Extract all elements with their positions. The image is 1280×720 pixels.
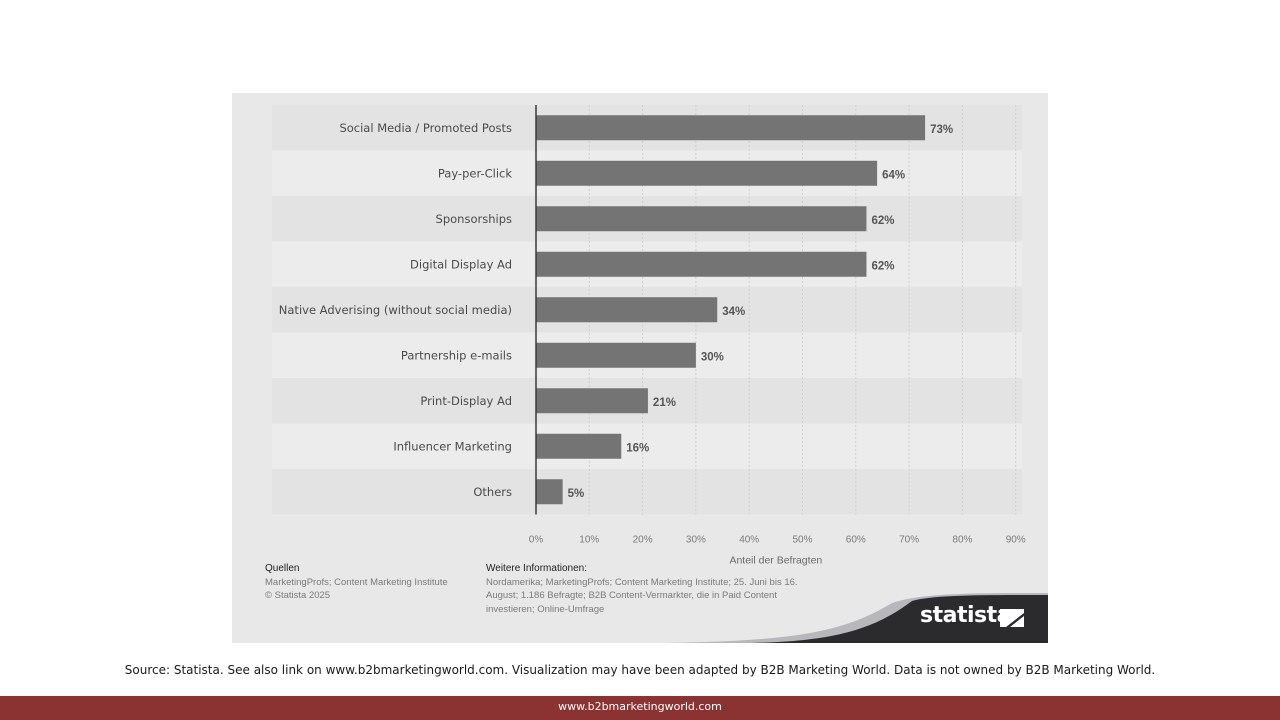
value-label: 16% (626, 442, 649, 454)
x-tick-label: 0% (529, 535, 544, 546)
bar (536, 297, 718, 323)
value-label: 34% (722, 306, 745, 318)
x-tick-label: 70% (899, 535, 919, 546)
value-label: 62% (871, 215, 894, 227)
sources-heading: Quellen (265, 563, 300, 574)
brand-band (662, 593, 1048, 643)
more-info-block: Weitere Informationen: Nordamerika; Mark… (486, 562, 816, 616)
sources-line-2: © Statista 2025 (265, 590, 331, 601)
category-label: Influencer Marketing (393, 439, 512, 453)
footer-bar: www.b2bmarketingworld.com (0, 696, 1280, 720)
category-label: Social Media / Promoted Posts (339, 121, 512, 135)
value-label: 21% (653, 397, 676, 409)
bar (536, 206, 867, 232)
x-tick-label: 20% (633, 535, 653, 546)
statista-logo-icon (1000, 609, 1024, 627)
x-tick-label: 90% (1006, 535, 1026, 546)
sources-block: Quellen MarketingProfs; Content Marketin… (265, 562, 475, 603)
bar (536, 479, 563, 505)
row-band (272, 423, 1022, 469)
x-tick-label: 80% (952, 535, 972, 546)
statista-logo-text: statista (920, 603, 1011, 628)
value-label: 64% (882, 169, 905, 181)
bar (536, 388, 648, 414)
bar-chart: Social Media / Promoted Posts 73% Pay-per-… (272, 105, 1026, 567)
category-label: Digital Display Ad (410, 257, 512, 271)
value-label: 5% (568, 488, 585, 500)
category-label: Pay-per-Click (438, 166, 512, 180)
footer-url[interactable]: www.b2bmarketingworld.com (558, 700, 722, 713)
more-info-heading: Weitere Informationen: (486, 563, 587, 574)
x-tick-label: 10% (579, 535, 599, 546)
bar (536, 115, 926, 141)
more-info-text: Nordamerika; MarketingProfs; Content Mar… (486, 576, 798, 615)
value-label: 30% (701, 351, 724, 363)
bar (536, 251, 867, 277)
bar (536, 160, 878, 186)
category-label: Partnership e-mails (401, 348, 512, 362)
value-label: 73% (930, 124, 953, 136)
x-tick-label: 40% (739, 535, 759, 546)
bar (536, 342, 696, 368)
category-label: Native Adverising (without social media) (279, 303, 512, 317)
category-label: Others (473, 485, 512, 499)
sources-line-1: MarketingProfs; Content Marketing Instit… (265, 576, 448, 588)
value-label: 62% (871, 260, 894, 272)
category-label: Sponsorships (436, 212, 512, 226)
category-label: Print-Display Ad (420, 394, 512, 408)
row-band (272, 469, 1022, 515)
x-tick-label: 30% (686, 535, 706, 546)
chart-panel: Social Media / Promoted Posts 73% Pay-per-… (232, 93, 1048, 643)
source-note: Source: Statista. See also link on www.b… (124, 663, 1156, 677)
x-tick-label: 60% (846, 535, 866, 546)
x-axis-title: Anteil der Befragten (729, 555, 822, 567)
x-tick-label: 50% (792, 535, 812, 546)
bar (536, 433, 622, 459)
